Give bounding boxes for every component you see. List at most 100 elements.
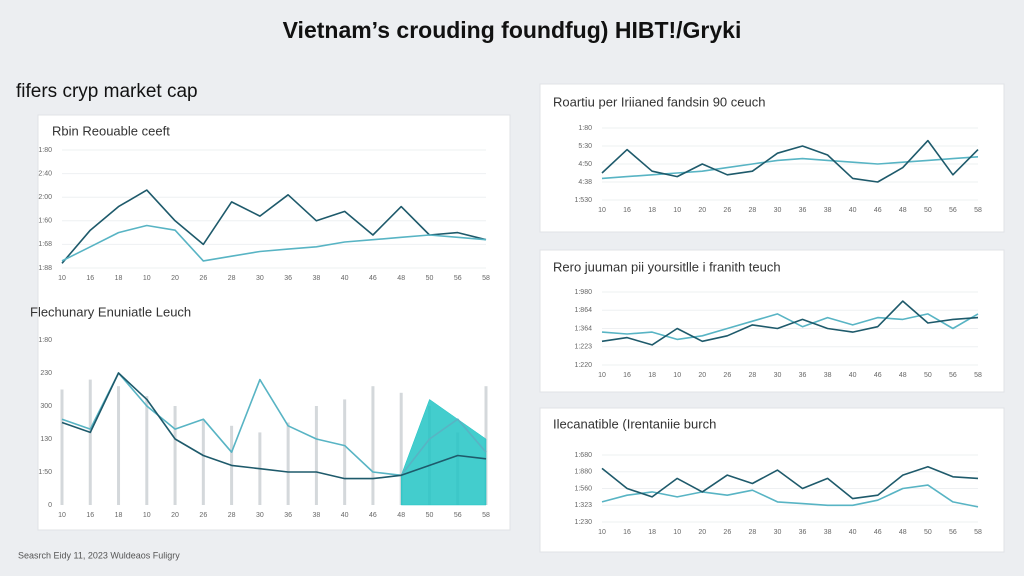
x-tick-label: 46: [369, 512, 377, 519]
bar: [201, 419, 205, 505]
x-tick-label: 10: [58, 512, 66, 519]
y-tick-label: 1:530: [574, 197, 592, 204]
x-tick-label: 36: [284, 275, 292, 282]
x-tick-label: 46: [874, 529, 882, 536]
line: [601, 139, 979, 183]
y-tick-label: 1:364: [574, 325, 592, 332]
x-tick-label: 58: [482, 275, 490, 282]
x-tick-label: 10: [673, 207, 681, 214]
x-tick-label: 20: [698, 207, 706, 214]
x-tick-label: 10: [673, 529, 681, 536]
x-tick-label: 40: [341, 512, 349, 519]
x-tick-label: 16: [86, 275, 94, 282]
x-tick-label: 56: [454, 512, 462, 519]
section-title: fifers cryp market cap: [16, 81, 198, 102]
x-tick-label: 10: [673, 372, 681, 379]
x-tick-label: 40: [849, 529, 857, 536]
x-tick-label: 20: [171, 512, 179, 519]
y-tick-label: 0: [48, 502, 52, 509]
x-tick-label: 20: [698, 529, 706, 536]
x-tick-label: 40: [341, 275, 349, 282]
y-tick-label: 230: [40, 370, 52, 377]
chart-title: Rero juuman pii yoursitlle i franith teu…: [553, 259, 781, 274]
y-tick-label: 1:864: [574, 307, 592, 314]
y-tick-label: 1:230: [574, 519, 592, 526]
area: [400, 399, 487, 506]
x-tick-label: 36: [799, 372, 807, 379]
x-tick-label: 28: [749, 372, 757, 379]
line: [601, 300, 979, 346]
line: [61, 372, 487, 477]
x-tick-label: 26: [723, 372, 731, 379]
y-tick-label: 1:223: [574, 344, 592, 351]
x-tick-label: 10: [58, 275, 66, 282]
x-tick-label: 38: [824, 529, 832, 536]
x-tick-label: 56: [949, 207, 957, 214]
y-tick-label: 1:60: [38, 218, 52, 225]
x-tick-label: 30: [256, 512, 264, 519]
y-tick-label: 4:38: [578, 179, 592, 186]
x-tick-label: 50: [924, 372, 932, 379]
x-tick-label: 50: [426, 512, 434, 519]
chart-title: Rbin Reouable ceeft: [52, 123, 170, 138]
x-tick-label: 50: [426, 275, 434, 282]
y-tick-label: 2:40: [38, 170, 52, 177]
x-tick-label: 30: [256, 275, 264, 282]
x-tick-label: 38: [313, 512, 321, 519]
chart-title: Roartiu per Iriianed fandsin 90 ceuch: [553, 94, 765, 109]
bar: [117, 386, 121, 505]
x-tick-label: 18: [115, 512, 123, 519]
bar: [173, 406, 177, 505]
x-tick-label: 18: [648, 529, 656, 536]
x-tick-label: 16: [623, 207, 631, 214]
x-tick-label: 30: [774, 529, 782, 536]
x-tick-label: 10: [598, 372, 606, 379]
line: [601, 484, 979, 508]
line: [61, 372, 487, 480]
y-tick-label: 1:880: [574, 469, 592, 476]
x-tick-label: 50: [924, 529, 932, 536]
x-tick-label: 50: [924, 207, 932, 214]
x-tick-label: 48: [397, 275, 405, 282]
x-tick-label: 18: [648, 372, 656, 379]
x-tick-label: 26: [199, 512, 207, 519]
x-tick-label: 58: [974, 207, 982, 214]
bar: [60, 389, 64, 505]
x-tick-label: 18: [648, 207, 656, 214]
y-tick-label: 2:00: [38, 194, 52, 201]
y-tick-label: 130: [40, 436, 52, 443]
x-tick-label: 10: [598, 207, 606, 214]
y-tick-label: 1:80: [578, 125, 592, 132]
y-tick-label: 1:68: [38, 241, 52, 248]
x-tick-label: 26: [723, 207, 731, 214]
x-tick-label: 10: [598, 529, 606, 536]
x-tick-label: 18: [115, 275, 123, 282]
bar: [343, 399, 347, 505]
x-tick-label: 56: [454, 275, 462, 282]
y-tick-label: 1:80: [38, 337, 52, 344]
x-tick-label: 58: [482, 512, 490, 519]
line: [61, 189, 487, 264]
y-tick-label: 5:30: [578, 143, 592, 150]
x-tick-label: 16: [623, 372, 631, 379]
x-tick-label: 26: [723, 529, 731, 536]
x-tick-label: 28: [228, 512, 236, 519]
x-tick-label: 48: [899, 372, 907, 379]
x-tick-label: 30: [774, 207, 782, 214]
y-tick-label: 4:50: [578, 161, 592, 168]
y-tick-label: 1:220: [574, 362, 592, 369]
y-tick-label: 1:680: [574, 452, 592, 459]
x-tick-label: 38: [313, 275, 321, 282]
x-tick-label: 20: [698, 372, 706, 379]
x-tick-label: 10: [143, 275, 151, 282]
x-tick-label: 36: [799, 529, 807, 536]
x-tick-label: 36: [284, 512, 292, 519]
x-tick-label: 26: [199, 275, 207, 282]
x-tick-label: 48: [899, 207, 907, 214]
bar: [286, 422, 290, 505]
x-tick-label: 38: [824, 207, 832, 214]
x-tick-label: 40: [849, 372, 857, 379]
x-tick-label: 56: [949, 529, 957, 536]
x-tick-label: 16: [623, 529, 631, 536]
